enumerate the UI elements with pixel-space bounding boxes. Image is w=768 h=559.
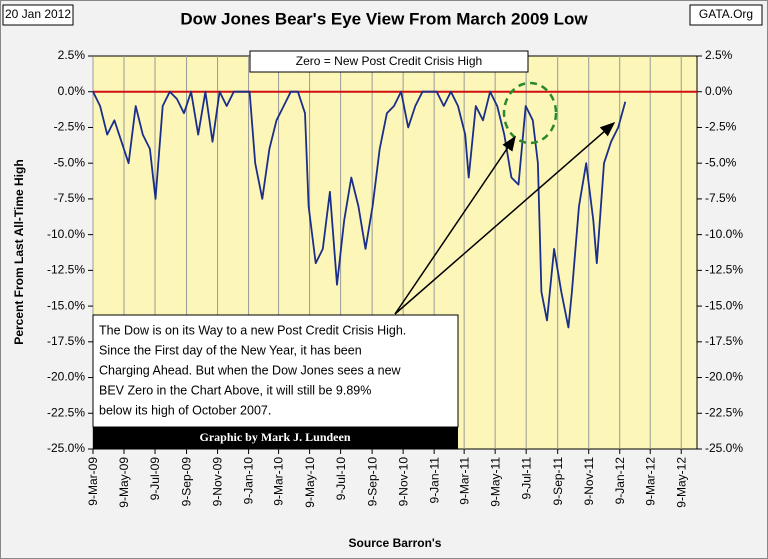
annotation-line: below its high of October 2007.	[99, 403, 271, 417]
y2-tick-label: -7.5%	[705, 191, 737, 205]
x-tick-label: 9-Nov-11	[582, 457, 596, 506]
y2-tick-label: 2.5%	[705, 48, 733, 62]
y2-tick-label: 0.0%	[705, 84, 733, 98]
chart-title: Dow Jones Bear's Eye View From March 200…	[180, 9, 588, 28]
source-label: GATA.Org	[699, 7, 753, 21]
source-box	[689, 4, 763, 26]
zero-note-box	[249, 50, 529, 73]
x-tick-label: 9-Mar-12	[643, 457, 657, 506]
x-tick-label: 9-Jan-12	[613, 457, 627, 505]
x-tick-label: 9-Jul-11	[519, 457, 533, 500]
annotation-line: BEV Zero in the Chart Above, it will sti…	[99, 383, 371, 397]
y-tick-label: -25.0%	[47, 441, 85, 455]
date-box	[2, 4, 74, 26]
x-tick-label: 9-Mar-11	[457, 457, 471, 505]
annotation-line: The Dow is on its Way to a new Post Cred…	[99, 323, 406, 337]
y2-tick-label: -10.0%	[705, 227, 743, 241]
arrow	[394, 135, 516, 315]
x-axis-label: Source Barron's	[349, 536, 442, 550]
x-tick-label: 9-Sep-11	[551, 457, 565, 506]
x-tick-label: 9-Nov-10	[396, 457, 410, 507]
y-tick-label: 0.0%	[58, 84, 86, 98]
y-tick-label: -22.5%	[47, 405, 85, 419]
x-tick-label: 9-Mar-09	[86, 457, 100, 506]
y-tick-label: -17.5%	[47, 334, 85, 348]
x-tick-label: 9-Sep-10	[365, 457, 379, 507]
x-tick-label: 9-May-12	[674, 457, 688, 508]
data-line	[92, 90, 627, 329]
x-tick-label: 9-Mar-10	[272, 457, 286, 506]
y-tick-label: -20.0%	[47, 370, 85, 384]
date-label: 20 Jan 2012	[5, 7, 71, 21]
y2-tick-label: -25.0%	[705, 441, 743, 455]
annotation-line: Charging Ahead. But when the Dow Jones s…	[99, 363, 402, 377]
annotation-box	[92, 314, 459, 428]
x-tick-label: 9-Jan-10	[242, 457, 256, 505]
x-tick-label: 9-Jul-10	[334, 457, 348, 501]
y-tick-label: -12.5%	[47, 263, 85, 277]
credit: Graphic by Mark J. Lundeen	[199, 430, 350, 444]
x-tick-label: 9-May-11	[488, 457, 502, 507]
y-tick-label: 2.5%	[58, 48, 86, 62]
x-tick-label: 9-Jul-09	[148, 457, 162, 501]
y2-tick-label: -15.0%	[705, 298, 743, 312]
y2-tick-label: -20.0%	[705, 370, 743, 384]
x-tick-label: 9-May-09	[117, 457, 131, 508]
y-axis-label: Percent From Last All-Time High	[12, 159, 26, 344]
y2-tick-label: -2.5%	[705, 120, 737, 134]
y2-tick-label: -5.0%	[705, 155, 737, 169]
arrow	[394, 122, 616, 315]
x-tick-label: 9-Jan-11	[427, 457, 441, 504]
y-tick-label: -5.0%	[54, 155, 86, 169]
annotation-line: Since the First day of the New Year, it …	[99, 343, 362, 357]
x-tick-label: 9-Sep-09	[180, 457, 194, 507]
y2-tick-label: -12.5%	[705, 263, 743, 277]
y-tick-label: -2.5%	[54, 120, 86, 134]
y-tick-label: -10.0%	[47, 227, 85, 241]
x-tick-label: 9-May-10	[303, 457, 317, 508]
x-tick-label: 9-Nov-09	[211, 457, 225, 507]
zero-note: Zero = New Post Credit Crisis High	[296, 54, 482, 68]
credit-bar	[93, 427, 458, 449]
y-tick-label: -7.5%	[54, 191, 86, 205]
y-tick-label: -15.0%	[47, 298, 85, 312]
y2-tick-label: -17.5%	[705, 334, 743, 348]
highlight-circle	[502, 81, 558, 145]
y2-tick-label: -22.5%	[705, 405, 743, 419]
